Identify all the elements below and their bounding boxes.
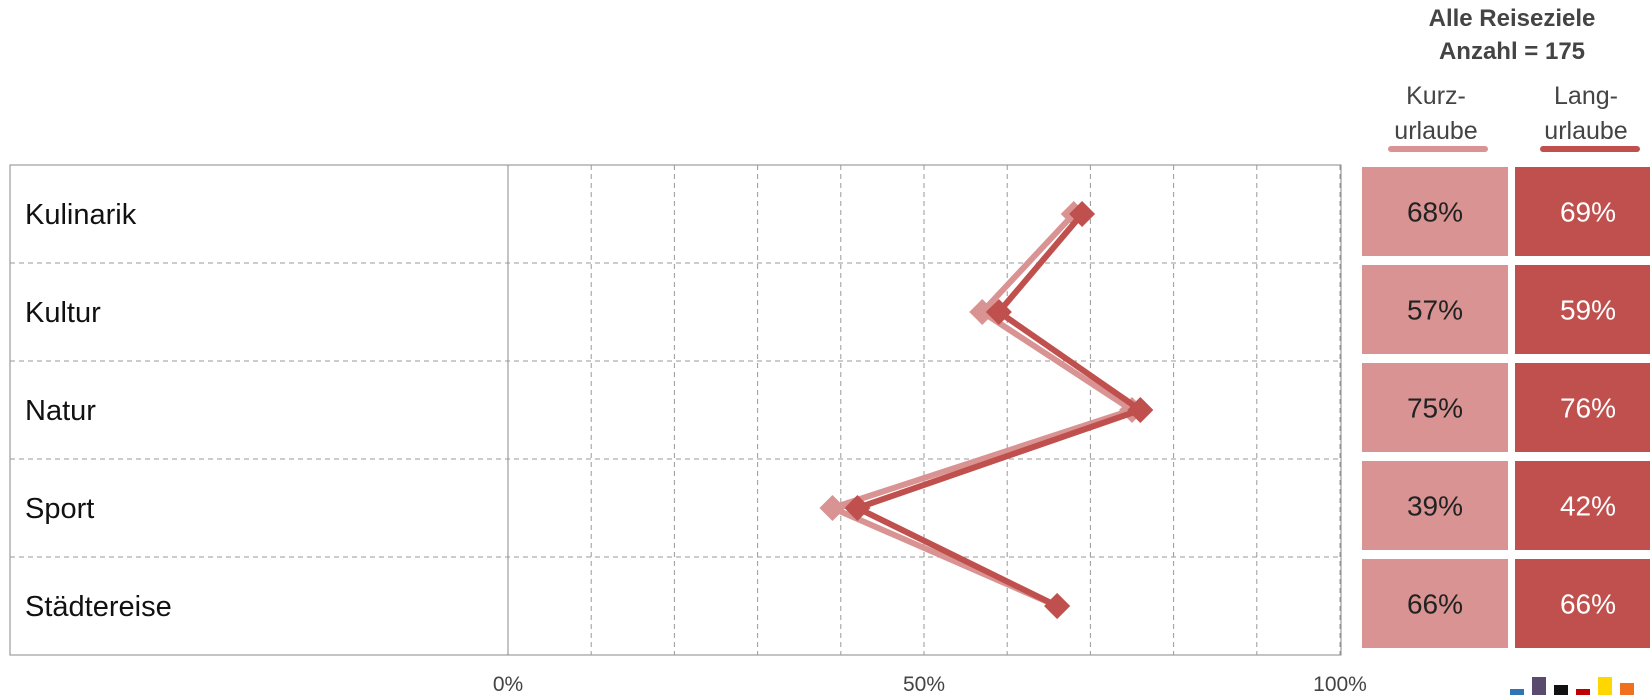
category-label: Natur xyxy=(25,395,96,427)
value-label-short: 66% xyxy=(1407,589,1463,620)
header-title-line1: Alle Reiseziele xyxy=(1429,5,1596,32)
value-label-short: 39% xyxy=(1407,491,1463,522)
logo-swatch xyxy=(1554,685,1568,695)
data-point-long xyxy=(1127,397,1154,423)
value-cell-short xyxy=(1362,559,1508,648)
header-title-line2: Anzahl = 175 xyxy=(1439,38,1585,65)
value-cell-long xyxy=(1515,559,1650,648)
value-cell-long xyxy=(1515,167,1650,256)
value-cell-short xyxy=(1362,167,1508,256)
data-point-long xyxy=(985,299,1012,325)
value-cell-short xyxy=(1362,363,1508,452)
logo-swatch xyxy=(1510,689,1524,695)
x-tick-label: 0% xyxy=(493,673,523,696)
column-header-long-line2: urlaube xyxy=(1544,117,1627,145)
value-cell-long xyxy=(1515,265,1650,354)
x-tick-label: 100% xyxy=(1313,673,1367,696)
category-label: Städtereise xyxy=(25,591,172,623)
logo-swatch xyxy=(1598,677,1612,695)
category-label: Sport xyxy=(25,493,94,525)
series-line-short xyxy=(829,211,1135,609)
plot-frame xyxy=(9,164,1342,656)
logo-swatch xyxy=(1532,677,1546,695)
value-label-long: 69% xyxy=(1560,197,1616,228)
value-label-long: 76% xyxy=(1560,393,1616,424)
logo-swatch xyxy=(1576,689,1590,695)
value-cell-long xyxy=(1515,363,1650,452)
series-line-long xyxy=(854,212,1144,609)
column-underline-short xyxy=(1388,146,1488,152)
value-label-long: 59% xyxy=(1560,295,1616,326)
data-point-short xyxy=(819,495,846,521)
data-point-long xyxy=(1044,593,1071,619)
category-label: Kulinarik xyxy=(25,199,137,231)
category-label: Kultur xyxy=(25,297,101,329)
value-label-short: 68% xyxy=(1407,197,1463,228)
value-label-short: 75% xyxy=(1407,393,1463,424)
value-label-long: 42% xyxy=(1560,491,1616,522)
value-label-long: 66% xyxy=(1560,589,1616,620)
value-cell-short xyxy=(1362,265,1508,354)
column-header-short-line2: urlaube xyxy=(1394,117,1477,145)
value-label-short: 57% xyxy=(1407,295,1463,326)
data-point-long xyxy=(1069,201,1096,227)
value-cell-long xyxy=(1515,461,1650,550)
value-cell-short xyxy=(1362,461,1508,550)
x-tick-label: 50% xyxy=(903,673,945,696)
column-header-short-line1: Kurz- xyxy=(1406,82,1466,110)
column-header-long-line1: Lang- xyxy=(1554,82,1618,110)
column-underline-long xyxy=(1540,146,1640,152)
data-point-long xyxy=(844,495,871,521)
data-point-short xyxy=(969,299,996,325)
logo-swatch xyxy=(1620,683,1634,695)
